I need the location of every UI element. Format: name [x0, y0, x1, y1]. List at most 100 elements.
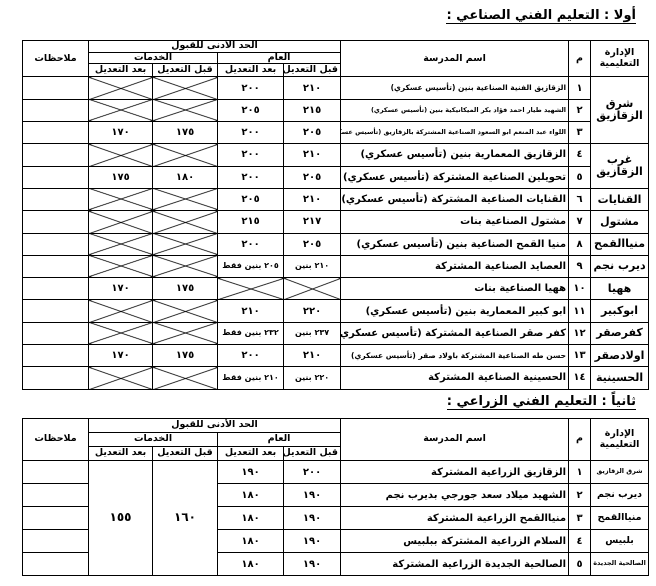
crossed-cell	[87, 254, 154, 279]
notes-cell	[22, 121, 89, 145]
notes-cell	[22, 366, 89, 390]
crossed-cell	[152, 76, 219, 100]
school-name: حسن طه الصناعية المشتركة باولاد صقر (تأس…	[340, 343, 570, 368]
school-row: ابوكبير ١١ ابو كبير المعمارية بنين (تأسيس …	[22, 299, 650, 323]
general-header: العام	[217, 432, 342, 447]
row-number: ٢	[568, 98, 592, 123]
admin-name: اولادصقر	[590, 343, 650, 368]
school-row: مشتول ٧ مشتول الصناعية بنات ٢١٧ ٢١٥	[22, 210, 650, 234]
heading-text: ثانياً : التعليم الفني الزراعي :	[446, 394, 636, 410]
notes-cell	[22, 506, 89, 530]
services-value: ١٦٠	[152, 460, 219, 576]
admin-name: الصالحية الجديدة	[590, 552, 650, 576]
value-cell: ٢٠٠	[217, 121, 285, 145]
value-cell: ٢٠٠	[217, 76, 285, 100]
notes-cell	[22, 277, 89, 301]
crossed-cell	[217, 277, 285, 301]
row-number: ١٢	[568, 321, 592, 346]
value-cell: ١٨٠	[152, 165, 219, 189]
value-cell: ٢٠٠	[217, 232, 285, 256]
services-header: الخدمات	[87, 51, 219, 65]
row-number: ٣	[568, 506, 592, 530]
row-number: ١	[568, 460, 592, 484]
sub-header: قبل التعديل	[283, 446, 342, 461]
admin-name: بلبيس	[590, 529, 650, 553]
value-cell: ١٩٠	[283, 506, 342, 530]
value-cell: ٢١٠	[283, 343, 342, 368]
value-cell: ٢٠٠	[217, 343, 285, 368]
row-number: ٨	[568, 232, 592, 256]
row-number: ١٣	[568, 343, 592, 368]
notes-cell	[22, 143, 89, 167]
sub-header: بعد التعديل	[217, 63, 285, 78]
header-row: العام الخدمات	[23, 432, 649, 447]
value-cell: ١٨٠	[217, 552, 285, 576]
school-name: العصايد الصناعية المشتركة	[340, 254, 570, 279]
admin-name: كفرصقر	[590, 321, 650, 346]
row-number: ١٠	[568, 277, 592, 301]
admin-name: مشتول	[590, 210, 650, 234]
school-row: ديرب نجم ٢ الشهيد ميلاد سعد جورجي بديرب نج…	[22, 483, 650, 507]
sub-header: قبل التعديل	[152, 446, 219, 461]
value-cell: ٢٠٠	[217, 165, 285, 189]
value-cell: ٢١٥	[217, 210, 285, 234]
value-cell: ٢٣٢ بنين فقط	[217, 321, 285, 346]
notes-cell	[22, 254, 89, 279]
value-cell: ٢١٠	[217, 299, 285, 323]
school-name: الشهيد طيار احمد فؤاد بكر الميكانيكية بن…	[340, 98, 570, 123]
crossed-cell	[87, 187, 154, 212]
num-header: م	[568, 418, 592, 461]
header-row: الإدارة التعليمية م اسم المدرسة الحد الأدنى…	[22, 39, 650, 78]
school-row: كفرصقر ١٢ كفر صقر الصناعية المشتركة (تأسيس…	[22, 321, 650, 346]
admin-name: الحسينية	[590, 366, 650, 390]
notes-cell	[22, 483, 89, 507]
crossed-cell	[152, 210, 219, 234]
crossed-cell	[152, 254, 219, 279]
crossed-cell	[283, 277, 342, 301]
admin-name: غرب الزقازيق	[590, 143, 650, 189]
value-cell: ٢٣٧ بنين	[283, 321, 342, 346]
school-row: ٢ الشهيد طيار احمد فؤاد بكر الميكانيكية ب…	[22, 98, 649, 123]
school-row: منياالقمح ٨ منيا القمح الصناعية بنين (تأسي…	[22, 232, 650, 256]
admin-name: ههيا	[590, 277, 650, 301]
admin-name: ديرب نجم	[590, 483, 650, 507]
row-number: ٥	[568, 552, 592, 576]
value-cell: ٢١٠	[283, 76, 342, 100]
school-row: ديرب نجم ٩ العصايد الصناعية المشتركة ٢١٠ بن…	[22, 254, 650, 279]
school-name: كفر صقر الصناعية المشتركة (تأسيس عسكري)	[340, 321, 570, 346]
school-name: الحسينية الصناعية المشتركة	[340, 366, 570, 390]
school-row: اولادصقر ١٣ حسن طه الصناعية المشتركة باولا…	[22, 343, 650, 368]
notes-cell	[22, 187, 89, 212]
row-number: ١٤	[568, 366, 592, 390]
sub-header: بعد التعديل	[217, 446, 285, 461]
value-cell: ٢٠٥	[283, 165, 342, 189]
school-row: بلبيس ٤ السلام الزراعية المشتركة ببلبيس ١٩٠…	[22, 529, 650, 553]
admin-name: ابوكبير	[590, 299, 650, 323]
row-number: ١١	[568, 299, 592, 323]
value-cell: ٢٢٠	[283, 299, 342, 323]
crossed-cell	[152, 299, 219, 323]
admin-header: الإدارة التعليمية	[590, 418, 650, 461]
value-cell: ٢٠٥	[283, 232, 342, 256]
value-cell: ٢٠٥ بنين فقط	[217, 254, 285, 279]
value-cell: ١٨٠	[217, 506, 285, 530]
value-cell: ٢١٧	[283, 210, 342, 234]
header-row: الإدارة التعليمية م اسم المدرسة الحد الأدنى…	[22, 418, 650, 461]
school-row: شرق الزقازيق ١ الزقازيق الفنية الصناعية بن…	[22, 76, 650, 145]
value-cell: ٢٢٠ بنين	[283, 366, 342, 390]
admin-name: منياالقمح	[590, 232, 650, 256]
crossed-cell	[152, 366, 219, 390]
value-cell: ٢٠٠	[283, 460, 342, 484]
school-name: منيا القمح الصناعية بنين (تأسيس عسكري)	[340, 232, 570, 256]
school-name: الزقازيق الفنية الصناعية بنين (تأسيس عسك…	[340, 76, 570, 100]
school-name: السلام الزراعية المشتركة ببلبيس	[340, 529, 570, 553]
admin-header: الإدارة التعليمية	[590, 39, 650, 78]
crossed-cell	[152, 143, 219, 167]
school-name: الصالحية الجديدة الزراعية المشتركة	[340, 552, 570, 576]
value-cell: ١٨٠	[217, 529, 285, 553]
num-header: م	[568, 39, 592, 78]
sub-header: قبل التعديل	[152, 63, 219, 78]
notes-cell	[22, 460, 89, 484]
value-cell: ١٩٠	[283, 552, 342, 576]
notes-cell	[22, 529, 89, 553]
